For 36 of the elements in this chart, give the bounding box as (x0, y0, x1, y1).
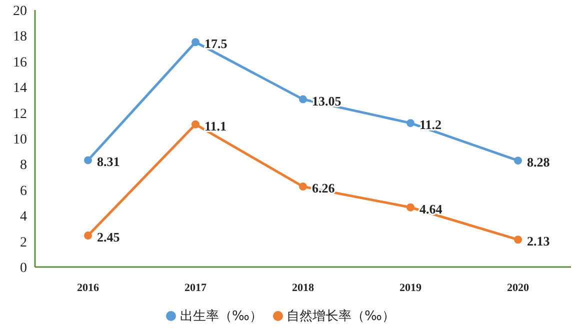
legend-label: 出生率（‰） (180, 309, 262, 324)
legend-label: 自然增长率（‰） (286, 309, 395, 324)
point (84, 156, 92, 164)
data-label: 11.1 (204, 118, 227, 134)
x-tick-label: 2017 (184, 282, 207, 294)
y-tick-label: 12 (13, 106, 27, 122)
y-tick-label: 0 (20, 260, 27, 276)
point (192, 120, 200, 128)
point (406, 119, 414, 128)
data-label: 8.31 (97, 154, 120, 170)
data-label: 11.2 (420, 117, 442, 132)
y-tick-label: 2 (20, 235, 27, 250)
point (192, 38, 200, 46)
x-tick-label: 2016 (77, 282, 100, 294)
point (514, 236, 522, 244)
y-tick-label: 18 (13, 30, 27, 45)
point (299, 182, 307, 191)
y-tick-label: 10 (13, 132, 27, 148)
x-tick-label: 2019 (400, 282, 422, 294)
data-label: 17.5 (204, 36, 228, 52)
data-label: 2.13 (527, 234, 550, 249)
x-tick-label: 2018 (292, 282, 314, 294)
data-label: 2.45 (97, 230, 120, 245)
y-tick-label: 16 (13, 55, 27, 70)
y-tick-label: 6 (20, 184, 27, 199)
y-tick-label: 8 (20, 158, 27, 174)
point (84, 232, 92, 240)
y-tick-label: 20 (13, 4, 27, 19)
point (406, 203, 414, 212)
data-label: 8.28 (527, 154, 550, 170)
data-label: 4.64 (420, 201, 443, 216)
x-tick-label: 2020 (507, 282, 530, 294)
y-tick-label: 4 (20, 210, 27, 225)
point (514, 156, 522, 165)
y-tick-label: 14 (13, 81, 27, 96)
point (299, 95, 307, 104)
